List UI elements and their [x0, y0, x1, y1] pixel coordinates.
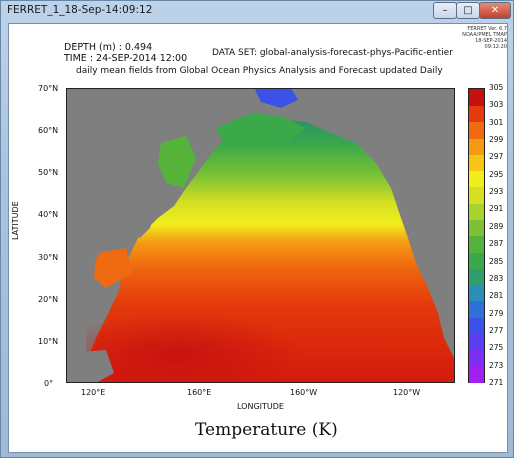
- colorbar-cell: [469, 268, 484, 286]
- colorbar-label: 271: [489, 378, 504, 387]
- dataset-label: DATA SET: global-analysis-forecast-phys-…: [212, 48, 453, 58]
- colorbar-label: 291: [489, 204, 504, 214]
- colorbar-label: 283: [489, 273, 504, 283]
- siberia-land: [186, 88, 256, 128]
- indonesia-land: [66, 350, 114, 383]
- colorbar-cell: [469, 137, 484, 155]
- colorbar-cell: [469, 333, 484, 351]
- colorbar-label: 301: [489, 117, 504, 127]
- ferret-badge: FERRET Ver. 6.7 NOAA/PMEL TMAP 18-SEP-20…: [455, 26, 507, 50]
- colorbar-cell: [469, 219, 484, 237]
- colorbar-label: 273: [489, 360, 504, 370]
- colorbar-label: 277: [489, 325, 504, 335]
- colorbar-cell: [469, 235, 484, 253]
- title-bar[interactable]: FERRET_1_18-Sep-14:09:12 – □ ✕: [1, 1, 513, 23]
- colorbar-cell: [469, 202, 484, 220]
- x-tick-label: 160°W: [290, 388, 318, 397]
- okhotsk-sea: [158, 136, 196, 188]
- japan-land: [132, 196, 156, 238]
- colorbar-label: 295: [489, 169, 504, 179]
- maximize-button[interactable]: □: [456, 2, 480, 19]
- badge-line-3: 18-SEP-2014 09:12:20: [475, 38, 507, 50]
- time-label: TIME : 24-SEP-2014 12:00: [64, 53, 188, 64]
- depth-label: DEPTH (m) : 0.494: [64, 42, 153, 53]
- colorbar-label: 281: [489, 291, 504, 301]
- alaska-land: [306, 88, 396, 140]
- x-tick-label: 120°W: [393, 388, 421, 397]
- colorbar-cell: [469, 186, 484, 204]
- badge-line-2: NOAA/PMEL TMAP: [462, 32, 507, 38]
- colorbar-label: 299: [489, 135, 504, 145]
- y-tick-label: 30°N: [38, 253, 59, 262]
- colorbar-label: 279: [489, 308, 504, 318]
- colorbar-cell: [469, 251, 484, 269]
- colorbar: [468, 88, 485, 383]
- philippines-land: [88, 288, 100, 328]
- colorbar-cell: [469, 316, 484, 334]
- x-tick-label: 160°E: [187, 388, 212, 397]
- east-china-sea: [94, 248, 132, 288]
- close-button[interactable]: ✕: [479, 2, 511, 19]
- map-svg: [66, 88, 455, 383]
- chart-title: Temperature (K): [195, 420, 338, 440]
- minimize-button[interactable]: –: [433, 2, 457, 19]
- colorbar-label: 275: [489, 343, 504, 353]
- colorbar-label: 303: [489, 100, 504, 110]
- badge-line-1: FERRET Ver. 6.7: [467, 26, 507, 32]
- y-tick-label: 10°N: [38, 337, 59, 346]
- colorbar-cell: [469, 349, 484, 367]
- y-tick-label: 60°N: [38, 126, 59, 135]
- colorbar-cell: [469, 300, 484, 318]
- y-tick-label: 50°N: [38, 168, 59, 177]
- subtitle-label: daily mean fields from Global Ocean Phys…: [76, 66, 443, 76]
- y-tick-label: 20°N: [38, 295, 59, 304]
- y-tick-label: 0°: [44, 379, 54, 388]
- arctic-sea-patch: [254, 88, 298, 108]
- window-title: FERRET_1_18-Sep-14:09:12: [7, 4, 153, 16]
- x-tick-label: 120°E: [81, 388, 106, 397]
- colorbar-label: 287: [489, 239, 504, 249]
- colorbar-label: 285: [489, 256, 504, 266]
- temperature-map: [66, 88, 455, 383]
- y-tick-label: 40°N: [38, 210, 59, 219]
- colorbar-cell: [469, 105, 484, 123]
- colorbar-cell: [469, 170, 484, 188]
- colorbar-label: 289: [489, 221, 504, 231]
- colorbar-cell: [469, 121, 484, 139]
- y-axis-title: LATITUDE: [11, 201, 20, 240]
- north-america-land: [386, 88, 455, 338]
- colorbar-label: 293: [489, 187, 504, 197]
- y-tick-label: 70°N: [38, 84, 59, 93]
- colorbar-cell: [469, 154, 484, 172]
- x-axis-title: LONGITUDE: [237, 402, 284, 411]
- colorbar-cell: [469, 89, 484, 106]
- asia-land: [66, 88, 196, 298]
- warm-pool: [86, 258, 455, 383]
- bering-sea: [216, 113, 306, 148]
- colorbar-label: 297: [489, 152, 504, 162]
- colorbar-cell: [469, 365, 484, 383]
- colorbar-label: 305: [489, 83, 504, 92]
- colorbar-cell: [469, 284, 484, 302]
